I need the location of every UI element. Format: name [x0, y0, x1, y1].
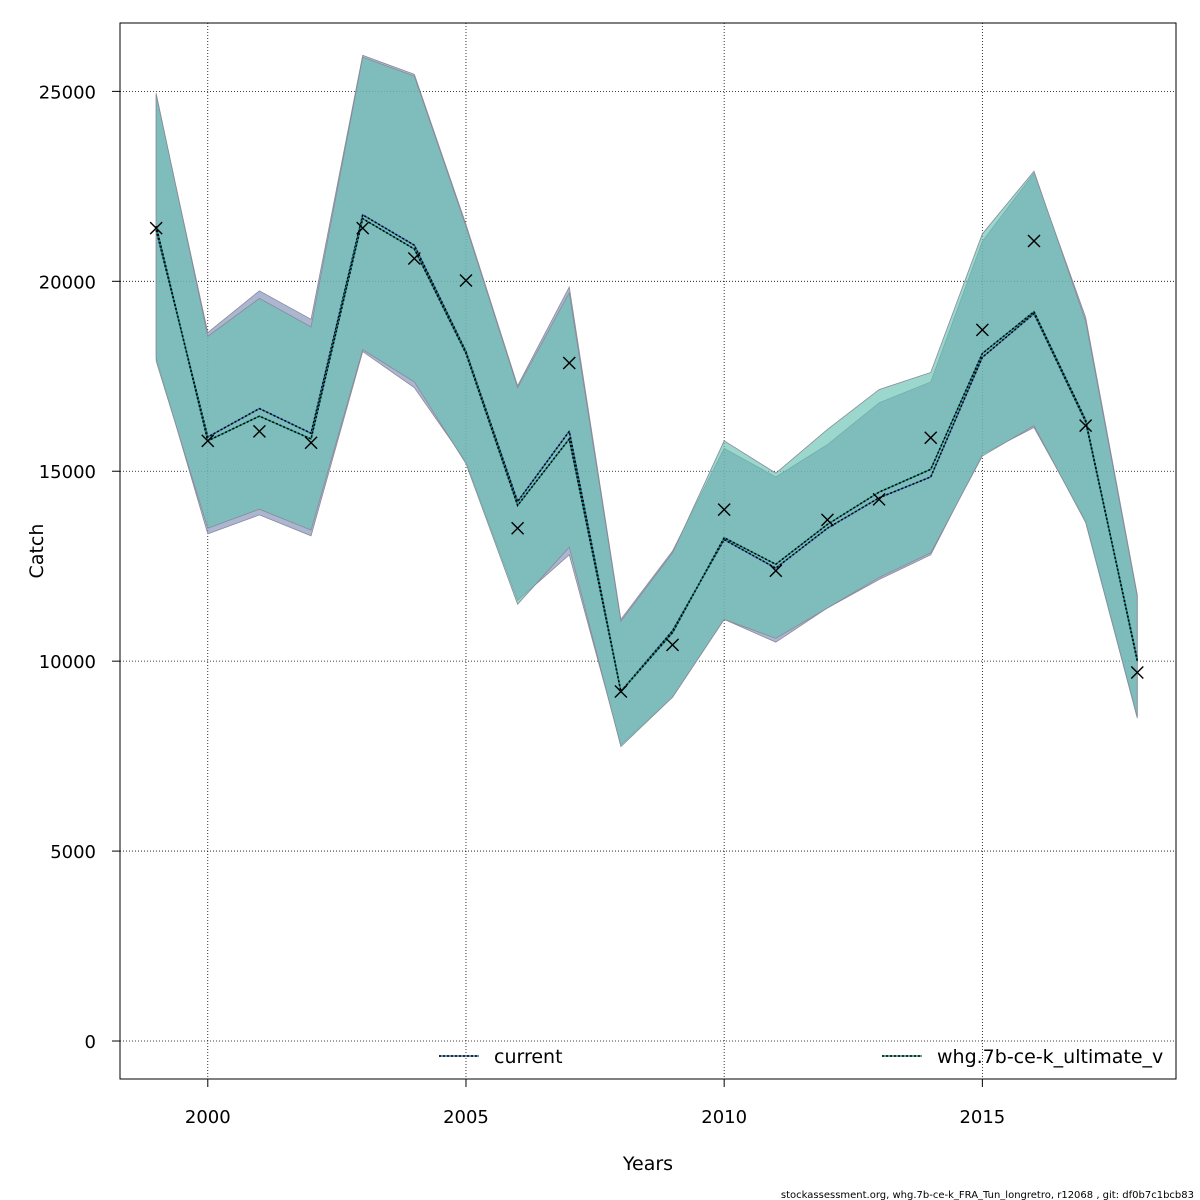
observed-points	[149, 221, 1144, 699]
x-tick-label-2010: 2010	[701, 1107, 747, 1128]
series-line-dash-0	[155, 213, 1139, 694]
x-axis: 2000 2005 2010 2015	[185, 1079, 1005, 1128]
y-tick-label-5000: 5000	[50, 842, 96, 863]
y-tick-label-0: 0	[85, 1032, 96, 1053]
observed-point-1999	[149, 221, 163, 235]
band-1	[155, 56, 1138, 748]
observed-point-2003	[356, 221, 370, 235]
x-tick-label-2000: 2000	[185, 1107, 231, 1128]
series-line-dash-1	[155, 217, 1139, 694]
observed-point-2008	[614, 685, 628, 699]
y-tick-label-10000: 10000	[39, 652, 96, 673]
observed-point-2015	[975, 323, 989, 337]
observed-point-2017	[1079, 419, 1093, 433]
observed-point-2010	[717, 503, 731, 517]
legend-label-current: current	[494, 1046, 563, 1068]
legend-label-ultimate: whg.7b-ce-k_ultimate_v	[937, 1046, 1163, 1068]
confidence-bands	[155, 54, 1138, 748]
observed-point-2001	[252, 424, 266, 438]
observed-point-2002	[304, 436, 318, 450]
observed-point-2012	[820, 513, 834, 527]
y-axis-title: Catch	[26, 524, 48, 579]
observed-point-2009	[666, 638, 680, 652]
y-tick-label-20000: 20000	[39, 272, 96, 293]
observed-point-2018	[1130, 666, 1144, 680]
y-axis: 0 5000 10000 15000 20000 25000	[39, 82, 120, 1053]
observed-point-2007	[562, 356, 576, 370]
observed-point-2013	[872, 492, 886, 506]
observed-point-2004	[407, 252, 421, 266]
plot-frame	[119, 22, 1177, 1080]
observed-point-2005	[459, 274, 473, 288]
observed-point-2016	[1027, 234, 1041, 248]
series-lines	[155, 213, 1139, 694]
x-axis-title: Years	[622, 1153, 673, 1175]
observed-point-2011	[769, 564, 783, 578]
legend: current whg.7b-ce-k_ultimate_v	[439, 1046, 1163, 1068]
plot-background	[120, 23, 1176, 1079]
y-tick-label-15000: 15000	[39, 462, 96, 483]
y-tick-label-25000: 25000	[39, 82, 96, 103]
observed-point-2006	[511, 521, 525, 535]
footer-note: stockassessment.org, whg.7b-ce-k_FRA_Tun…	[781, 1190, 1194, 1200]
observed-point-2014	[924, 431, 938, 445]
x-tick-label-2015: 2015	[959, 1107, 1005, 1128]
x-tick-label-2005: 2005	[443, 1107, 489, 1128]
observed-point-2000	[201, 434, 215, 448]
